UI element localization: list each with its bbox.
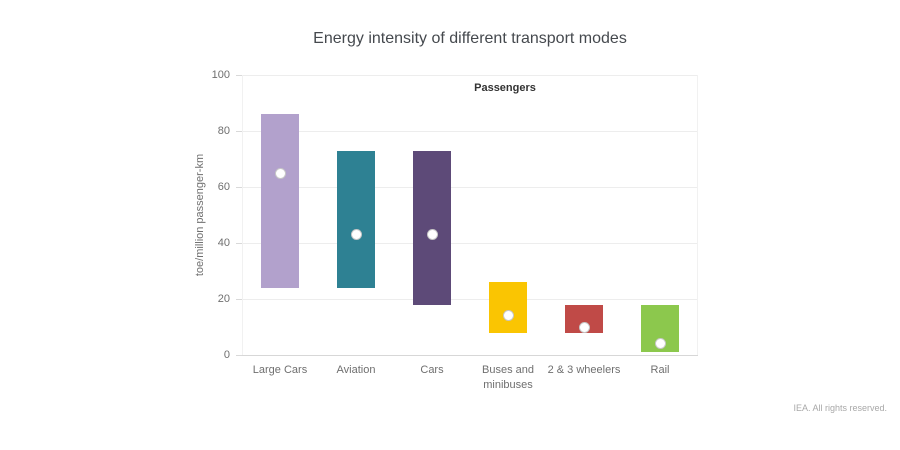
y-tick-mark [236,75,242,76]
gridline-y-20 [242,299,698,300]
average-point-cars[interactable] [426,229,438,241]
x-axis-label-2-3-wheelers: 2 & 3 wheelers [547,364,621,376]
average-point-aviation[interactable] [350,229,362,241]
y-axis-label: toe/million passenger-km [194,153,206,277]
copyright-note: IEA. All rights reserved. [793,403,887,413]
average-point-large-cars[interactable] [274,167,286,179]
y-tick-label: 80 [217,125,230,137]
y-tick-mark [236,299,242,300]
average-point-buses-and-minibuses[interactable] [502,310,514,322]
chart-title: Energy intensity of different transport … [313,30,627,47]
average-point-rail[interactable] [654,338,666,350]
gridline-y-80 [242,131,698,132]
x-axis-label-buses-and-minibuses: Buses and minibuses [482,364,534,391]
y-tick-label: 100 [211,69,230,81]
y-tick-mark [236,187,242,188]
range-bar-large-cars[interactable] [261,114,299,288]
x-axis-label-cars: Cars [420,364,444,376]
gridline-y-0 [242,355,698,356]
y-tick-label: 20 [217,293,230,305]
range-bar-buses-and-minibuses[interactable] [489,282,527,333]
y-tick-label: 40 [217,237,230,249]
gridline-y-100 [242,75,698,76]
gridline-y-40 [242,243,698,244]
range-bar-aviation[interactable] [337,150,375,288]
plot-left-edge [242,75,243,355]
y-tick-label: 60 [217,181,230,193]
gridline-y-60 [242,187,698,188]
average-point-2-3-wheelers[interactable] [578,321,590,333]
x-axis-label-aviation: Aviation [336,364,376,376]
range-bar-cars[interactable] [413,150,451,305]
y-tick-label: 0 [223,349,230,361]
y-tick-mark [236,131,242,132]
y-tick-mark [236,355,242,356]
y-tick-mark [236,243,242,244]
plot-right-edge [697,75,698,355]
passengers-group-label: Passengers [474,82,536,94]
x-axis-label-large-cars: Large Cars [252,364,308,376]
x-axis-label-rail: Rail [650,364,670,376]
